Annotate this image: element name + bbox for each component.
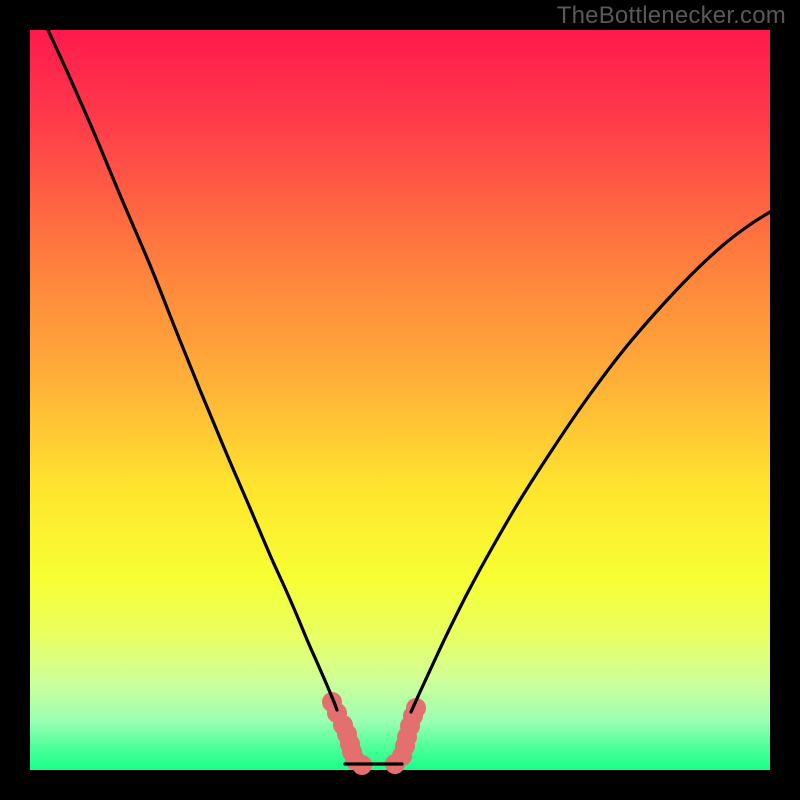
watermark: TheBottlenecker.com: [557, 2, 786, 30]
plot-area: [30, 30, 770, 770]
chart-canvas: TheBottlenecker.com: [0, 0, 800, 800]
